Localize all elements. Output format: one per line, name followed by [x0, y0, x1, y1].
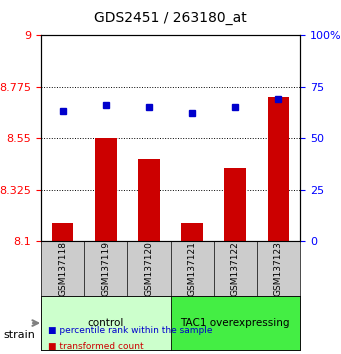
Text: GDS2451 / 263180_at: GDS2451 / 263180_at	[94, 11, 247, 25]
Bar	[268, 97, 289, 241]
Text: TAC1 overexpressing: TAC1 overexpressing	[180, 318, 290, 328]
Text: strain: strain	[3, 330, 35, 339]
Bar	[181, 223, 203, 241]
Bar	[138, 159, 160, 241]
Text: ■ transformed count: ■ transformed count	[48, 342, 143, 351]
FancyBboxPatch shape	[41, 296, 170, 350]
Text: ■ percentile rank within the sample: ■ percentile rank within the sample	[48, 326, 212, 335]
Text: GSM137123: GSM137123	[274, 241, 283, 296]
Text: GSM137119: GSM137119	[101, 241, 110, 296]
Text: GSM137121: GSM137121	[188, 241, 197, 296]
Text: GSM137120: GSM137120	[144, 241, 153, 296]
Bar	[52, 223, 73, 241]
Bar	[224, 168, 246, 241]
Bar	[95, 138, 117, 241]
Text: control: control	[88, 318, 124, 328]
FancyBboxPatch shape	[170, 296, 300, 350]
Text: GSM137118: GSM137118	[58, 241, 67, 296]
Text: GSM137122: GSM137122	[231, 241, 240, 296]
